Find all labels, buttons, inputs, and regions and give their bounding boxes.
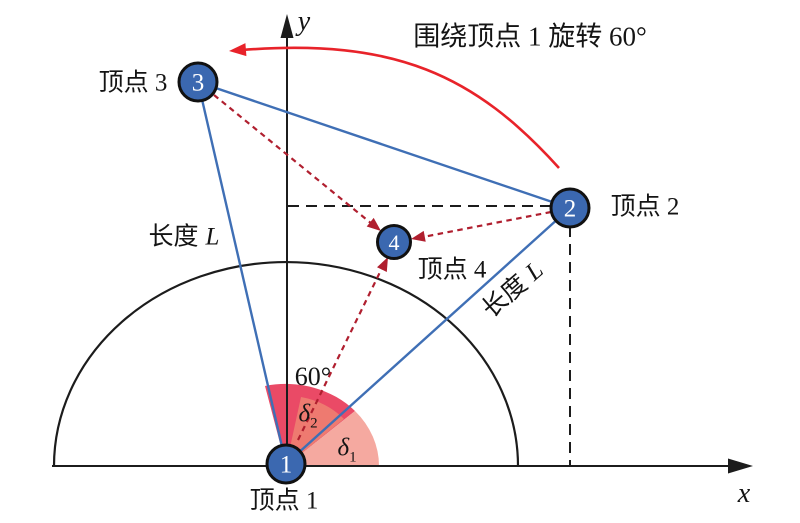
delta2-subscript: 2 [310, 415, 318, 432]
vertex-4-label: 顶点 4 [417, 256, 487, 284]
vertex-4-node [376, 224, 412, 260]
vertex-2-label: 顶点 2 [610, 193, 680, 221]
vertex-1-number: 1 [279, 451, 293, 479]
x-axis-label: x [737, 478, 751, 509]
vertex-3-node [177, 61, 219, 103]
edge-length-text: 长度 [148, 223, 199, 251]
vertex-2-number: 2 [563, 195, 577, 223]
delta1-subscript: 1 [349, 449, 357, 466]
vertex-1-node [265, 443, 307, 485]
angle-delta1-label: δ1 [337, 434, 356, 466]
y-axis-arrow-icon [280, 14, 294, 38]
edge-length-var: L [205, 223, 220, 251]
edge-length-label-left: 长度 L [149, 225, 220, 250]
edge-v1-v2 [285, 207, 571, 465]
delta2-symbol: δ [298, 400, 311, 428]
y-axis-label: y [297, 6, 311, 37]
dashed-arrow-v2-to-v4 [422, 210, 552, 239]
delta1-symbol: δ [337, 434, 350, 462]
wedge-delta2 [286, 397, 344, 466]
edge-v1-v3 [196, 81, 288, 465]
vertex-2-node [549, 187, 591, 229]
x-axis-arrow-icon [728, 458, 753, 474]
arrowhead-v3-to-v4-icon [366, 217, 381, 231]
edge-v3-v2 [197, 80, 571, 210]
rotation-arc-arrowhead-icon [229, 43, 247, 57]
vertex-4-number: 4 [388, 230, 400, 255]
wedge-delta1 [286, 411, 379, 466]
dashed-arrow-v1-to-v4 [297, 265, 384, 441]
dashed-arrow-v3-to-v4 [213, 94, 373, 225]
arrowhead-v2-to-v4-icon [411, 230, 426, 242]
vertex-3-label: 顶点 3 [98, 69, 168, 97]
rotation-arc [241, 46, 560, 169]
arrowhead-v1-to-v4-icon [377, 257, 388, 272]
angle-60-label: 60° [294, 362, 332, 391]
rotation-caption: 围绕顶点 1 旋转 60° [413, 21, 647, 52]
vertex-1-label: 顶点 1 [249, 487, 319, 515]
vertex-3-number: 3 [191, 69, 205, 97]
angle-delta2-label: δ2 [298, 400, 317, 432]
